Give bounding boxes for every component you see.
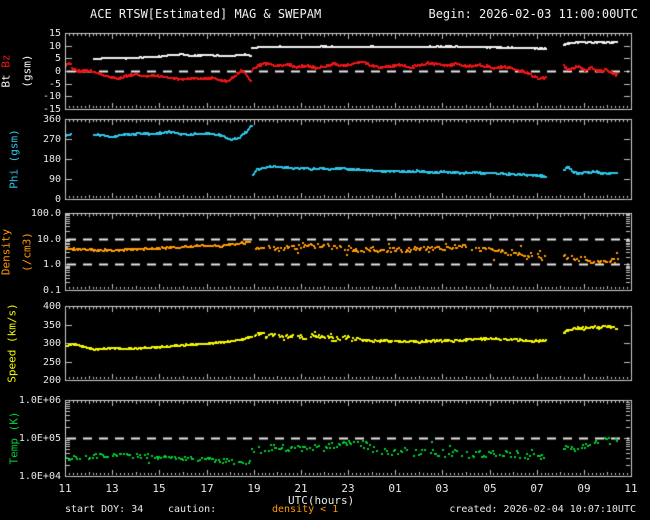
y-axis-label: Density xyxy=(0,228,13,274)
x-tick-label: 07 xyxy=(530,482,544,495)
x-tick-label: 15 xyxy=(152,482,166,495)
x-tick-label: 11 xyxy=(58,482,72,495)
x-tick-label: 01 xyxy=(388,482,402,495)
y-tick-label: 10.0 xyxy=(36,234,61,245)
y-axis-label: Temp (K) xyxy=(8,412,21,465)
y-axis-label: Bt Bz xyxy=(0,54,13,87)
x-tick-label: 03 xyxy=(435,482,449,495)
x-tick-label: 11 xyxy=(624,482,638,495)
y-axis-label: Phi (gsm) xyxy=(8,129,21,189)
begin-timestamp: Begin: 2026-02-03 11:00:00UTC xyxy=(428,7,638,21)
y-tick-label: 15 xyxy=(48,28,61,39)
y-tick-label: 250 xyxy=(42,357,61,368)
y-tick-label: 1.0E+04 xyxy=(18,471,61,482)
y-tick-label: 200 xyxy=(42,375,61,386)
y-tick-label: -15 xyxy=(42,104,61,115)
y-tick-label: 350 xyxy=(42,320,61,331)
y-tick-label: -5 xyxy=(48,79,61,90)
footer-created-timestamp: created: 2026-02-04 10:07:10UTC xyxy=(449,504,636,515)
y-tick-label: 10 xyxy=(48,41,61,52)
x-tick-label: 09 xyxy=(577,482,591,495)
y-tick-label: 100.0 xyxy=(30,208,61,219)
y-axis-label-part: Density xyxy=(0,228,13,275)
y-axis-label: (/cm3) xyxy=(21,232,34,272)
y-axis-label-part: Bt xyxy=(0,67,13,88)
x-tick-label: 17 xyxy=(200,482,214,495)
y-tick-label: 360 xyxy=(42,114,61,125)
x-tick-label: 19 xyxy=(247,482,261,495)
y-axis-label-part: (/cm3) xyxy=(20,231,34,272)
y-tick-label: -10 xyxy=(42,91,61,102)
y-tick-label: 0 xyxy=(54,194,61,205)
y-tick-label: 180 xyxy=(42,154,61,165)
footer-start-doy: start DOY: 34 xyxy=(65,504,144,515)
y-tick-label: 0 xyxy=(54,66,61,77)
y-tick-label: 300 xyxy=(42,338,61,349)
y-axis-label-part: Speed (km/s) xyxy=(5,303,19,383)
footer-caution: caution: xyxy=(168,504,217,515)
y-tick-label: 5 xyxy=(54,53,61,64)
y-tick-label: 0.1 xyxy=(42,285,61,296)
y-axis-label: (gsm) xyxy=(21,54,34,87)
y-axis-label-part: (gsm) xyxy=(20,54,34,88)
x-tick-label: 21 xyxy=(294,482,308,495)
x-tick-label: 23 xyxy=(341,482,355,495)
x-tick-label: 13 xyxy=(105,482,119,495)
x-tick-label: 05 xyxy=(483,482,497,495)
y-axis-label-part: Phi (gsm) xyxy=(7,129,21,189)
y-tick-label: 1.0 xyxy=(42,259,61,270)
y-axis-label-part: Temp (K) xyxy=(7,411,21,465)
y-tick-label: 90 xyxy=(48,174,61,185)
plot-title: ACE RTSW[Estimated] MAG & SWEPAM xyxy=(90,7,322,21)
footer-density-warning: density < 1 xyxy=(272,504,339,515)
x-axis-title: UTC(hours) xyxy=(288,494,355,507)
y-axis-label: Speed (km/s) xyxy=(6,303,19,382)
y-tick-label: 270 xyxy=(42,134,61,145)
y-tick-label: 1.0E+06 xyxy=(18,395,61,406)
y-tick-label: 1.0E+05 xyxy=(18,433,61,444)
y-axis-label-part: Bz xyxy=(0,54,13,68)
y-tick-label: 400 xyxy=(42,301,61,312)
